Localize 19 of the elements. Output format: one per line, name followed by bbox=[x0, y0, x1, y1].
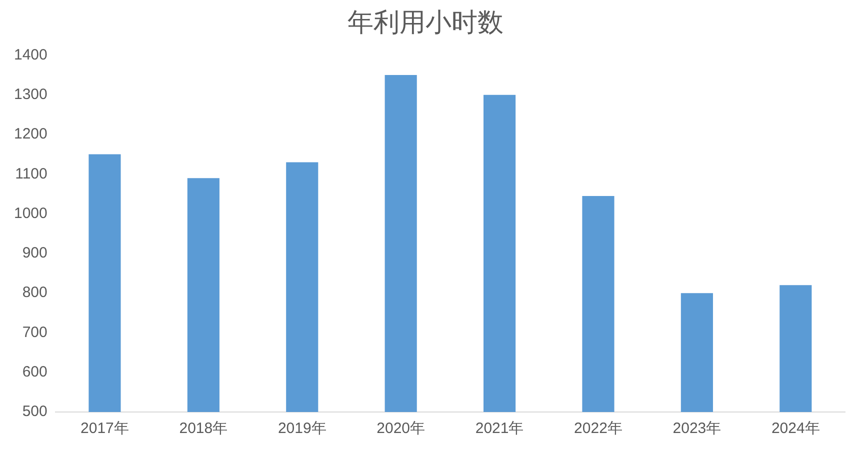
x-tick-label: 2021年 bbox=[475, 420, 524, 438]
y-tick-label: 1200 bbox=[14, 126, 48, 143]
x-tick-label: 2024年 bbox=[771, 420, 820, 438]
x-tick-label: 2017年 bbox=[80, 420, 129, 438]
chart-title: 年利用小时数 bbox=[348, 6, 504, 37]
y-tick-label: 1100 bbox=[15, 165, 48, 182]
y-tick-label: 1300 bbox=[14, 86, 48, 103]
y-tick-label: 600 bbox=[22, 363, 48, 380]
x-tick-label: 2022年 bbox=[574, 420, 622, 438]
y-tick-label: 1400 bbox=[14, 46, 48, 64]
x-tick-label: 2023年 bbox=[672, 420, 722, 438]
x-tick-label: 2020年 bbox=[376, 420, 426, 438]
x-tick-label: 2018年 bbox=[179, 420, 228, 438]
y-tick-label: 800 bbox=[22, 284, 48, 302]
x-tick-label: 2019年 bbox=[278, 420, 326, 438]
y-tick-label: 700 bbox=[22, 324, 48, 341]
y-tick-label: 1000 bbox=[14, 204, 48, 222]
y-tick-label: 900 bbox=[22, 244, 48, 262]
y-tick-label: 500 bbox=[22, 403, 48, 420]
